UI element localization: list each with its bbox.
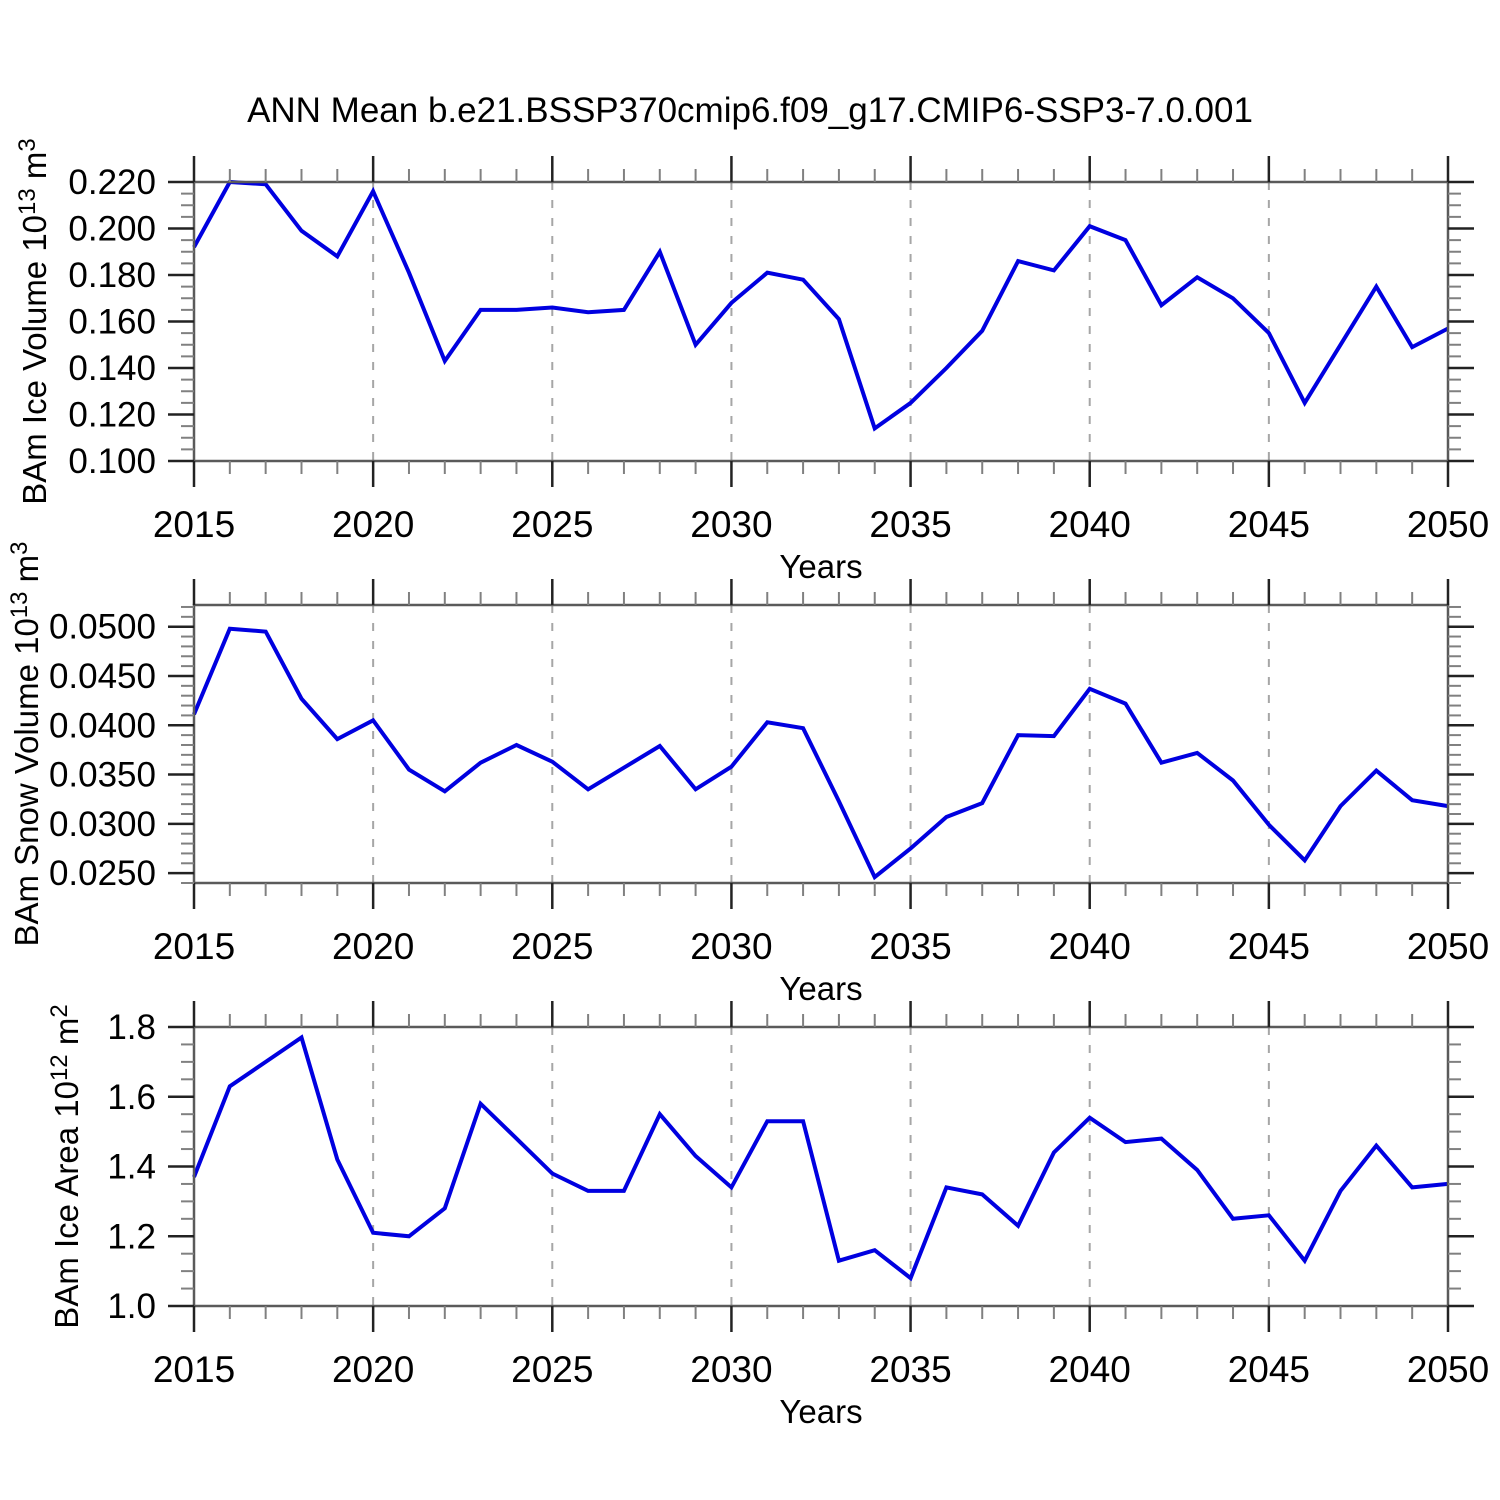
x-tick-label: 2040 [1049, 1349, 1131, 1390]
x-tick-label: 2050 [1407, 926, 1489, 967]
y-tick-label: 0.0450 [49, 657, 156, 696]
x-tick-label: 2045 [1228, 504, 1310, 545]
y-tick-label: 0.0350 [49, 756, 156, 795]
x-tick-label: 2025 [511, 1349, 593, 1390]
plot-frame [192, 1025, 1450, 1308]
x-tick-label: 2040 [1049, 926, 1131, 967]
x-tick-label: 2025 [511, 504, 593, 545]
x-tick-label: 2015 [153, 1349, 235, 1390]
y-axis-title-ice-area: BAm Ice Area 1012 m2 [46, 1004, 85, 1328]
plot-frame [192, 180, 1450, 463]
x-tick-label: 2035 [869, 1349, 951, 1390]
x-axis-title-panel-2: Years [779, 970, 862, 1007]
panels-layer: 0.220 0.200 0.180 0.160 0.140 0.120 0.100 2015 2… [49, 156, 1489, 1390]
y-axis-title-ice-volume: BAm Ice Volume 1013 m3 [14, 138, 53, 505]
y-tick-label: 0.120 [68, 396, 156, 435]
x-tick-label: 2030 [690, 504, 772, 545]
panel-1: 0.220 0.200 0.180 0.160 0.140 0.120 0.100 2015 2… [68, 156, 1489, 545]
data-series-line [192, 179, 1449, 432]
x-tick-label: 2040 [1049, 504, 1131, 545]
x-tick-label: 2030 [690, 1349, 772, 1390]
x-tick-label: 2050 [1407, 1349, 1489, 1390]
figure-title: ANN Mean b.e21.BSSP370cmip6.f09_g17.CMIP… [247, 91, 1253, 130]
x-tick-label: 2045 [1228, 926, 1310, 967]
data-series-line [192, 1034, 1449, 1282]
panel-2: 0.0500 0.0450 0.0400 0.0350 0.0300 0.0250 2015… [49, 579, 1489, 967]
y-tick-label: 0.220 [68, 163, 156, 202]
x-tick-label: 2045 [1228, 1349, 1310, 1390]
x-tick-label: 2020 [332, 504, 414, 545]
plot-frame [192, 603, 1450, 885]
x-tick-label: 2015 [153, 504, 235, 545]
y-tick-label: 0.0400 [49, 706, 156, 745]
x-tick-label: 2050 [1407, 504, 1489, 545]
y-tick-label: 0.160 [68, 303, 156, 342]
y-tick-label: 0.0300 [49, 805, 156, 844]
y-tick-label: 1.4 [107, 1148, 156, 1187]
y-tick-label: 0.0500 [49, 608, 156, 647]
y-tick-label: 1.6 [107, 1078, 156, 1117]
y-tick-label: 0.100 [68, 442, 156, 481]
y-tick-label: 1.8 [107, 1008, 156, 1047]
panel-3: 1.8 1.6 1.4 1.2 1.0 2015 2020 2025 2030 2035 2040 2… [107, 1001, 1489, 1390]
x-axis-title-panel-1: Years [779, 548, 862, 585]
y-tick-label: 0.200 [68, 210, 156, 249]
y-tick-label: 1.2 [107, 1217, 156, 1256]
x-tick-label: 2015 [153, 926, 235, 967]
y-tick-label: 0.0250 [49, 854, 156, 893]
x-tick-label: 2035 [869, 504, 951, 545]
x-tick-label: 2025 [511, 926, 593, 967]
y-tick-label: 0.140 [68, 349, 156, 388]
data-series-line [192, 626, 1449, 881]
y-tick-label: 1.0 [107, 1287, 156, 1326]
x-tick-label: 2035 [869, 926, 951, 967]
x-tick-label: 2030 [690, 926, 772, 967]
x-tick-label: 2020 [332, 1349, 414, 1390]
x-tick-label: 2020 [332, 926, 414, 967]
y-tick-label: 0.180 [68, 256, 156, 295]
x-axis-title-panel-3: Years [779, 1393, 862, 1430]
y-axis-title-snow-volume: BAm Snow Volume 1013 m3 [6, 541, 45, 946]
